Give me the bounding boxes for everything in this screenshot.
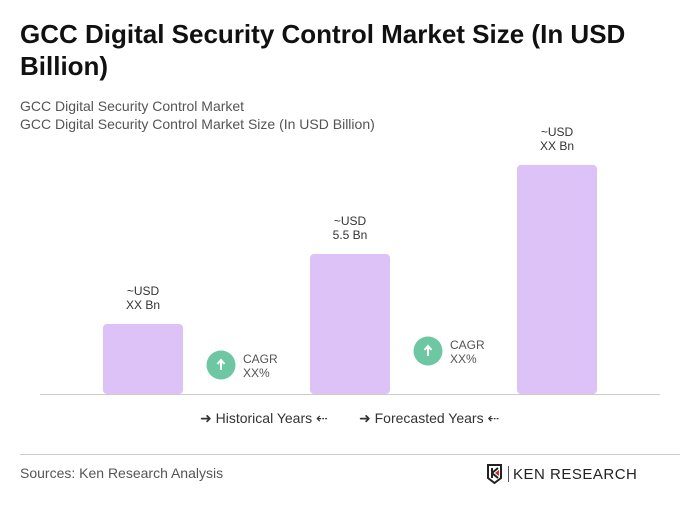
data-label: 5.5 Bn	[333, 228, 368, 242]
legend-forecasted-label: Forecasted Years	[374, 410, 484, 426]
arrow-left-icon: ⇠	[316, 410, 328, 426]
bar	[103, 324, 183, 394]
chart-title: GCC Digital Security Control Market Size…	[20, 19, 626, 81]
arrow-left-icon: ⇠	[487, 410, 500, 426]
logo-text: KEN RESEARCH	[513, 465, 638, 483]
chart-subtitle-2: GCC Digital Security Control Market Size…	[20, 116, 375, 132]
bar	[310, 254, 390, 394]
logo-mark-icon	[487, 464, 502, 484]
chart-subtitle: GCC Digital Security Control Market	[20, 98, 245, 114]
legend-historical-label: Historical Years	[215, 410, 313, 426]
data-label: ~USD	[127, 284, 160, 298]
data-label: XX Bn	[126, 298, 160, 312]
ken-research-logo: KEN RESEARCH	[486, 464, 637, 484]
bar	[517, 164, 597, 394]
arrow-up-icon	[423, 344, 433, 356]
cagr-value: XX%	[450, 352, 477, 366]
legend-historical: ➜ Historical Years ⇠	[200, 410, 328, 427]
data-label: ~USD	[541, 125, 574, 139]
data-label: ~USD	[334, 214, 367, 228]
arrow-up-icon	[216, 358, 226, 370]
source-note: Sources: Ken Research Analysis	[20, 465, 224, 481]
cagr-label: CAGR	[243, 352, 278, 366]
data-label: XX Bn	[540, 139, 574, 153]
arrow-right-icon: ➜	[200, 410, 212, 426]
cagr-value: XX%	[243, 366, 270, 380]
cagr-label: CAGR	[450, 338, 485, 352]
arrow-right-icon: ➜	[359, 410, 371, 426]
divider	[20, 454, 680, 455]
legend-forecasted: ➜ Forecasted Years ⇠	[359, 410, 499, 427]
